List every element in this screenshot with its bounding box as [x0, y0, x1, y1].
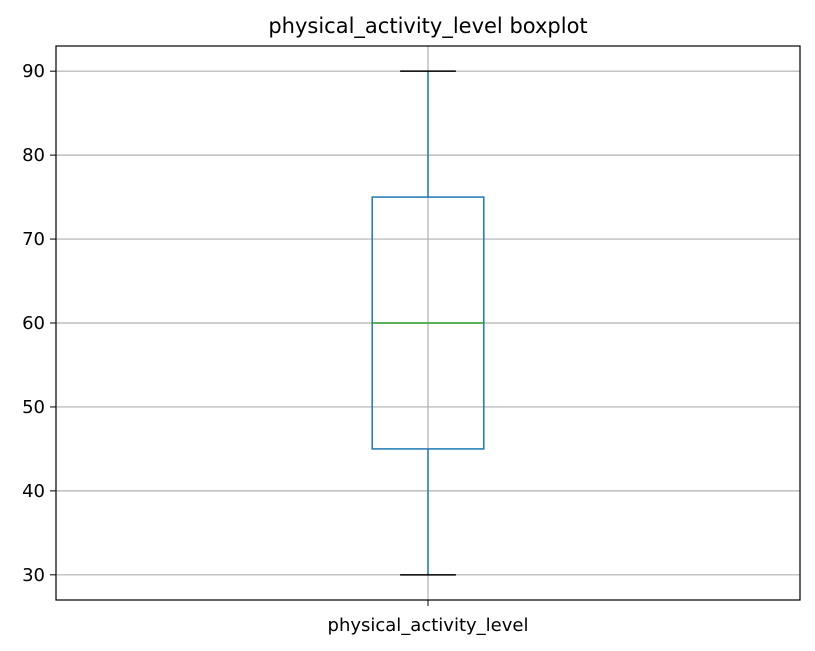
y-tick-label: 50: [22, 397, 45, 418]
box-layer: [371, 70, 485, 576]
axis-layer: 30 40 50 60 70 80 90 physical_activity_level: [22, 61, 528, 636]
plot-frame: [55, 45, 801, 601]
y-tick-label: 60: [22, 313, 45, 334]
y-tick-label: 40: [22, 481, 45, 502]
y-tick-label: 70: [22, 229, 45, 250]
x-tick-label: physical_activity_level: [328, 615, 529, 636]
y-tick-label: 30: [22, 565, 45, 586]
y-tick-label: 90: [22, 61, 45, 82]
chart-title: physical_activity_level boxplot: [268, 14, 587, 39]
y-tick-label: 80: [22, 145, 45, 166]
